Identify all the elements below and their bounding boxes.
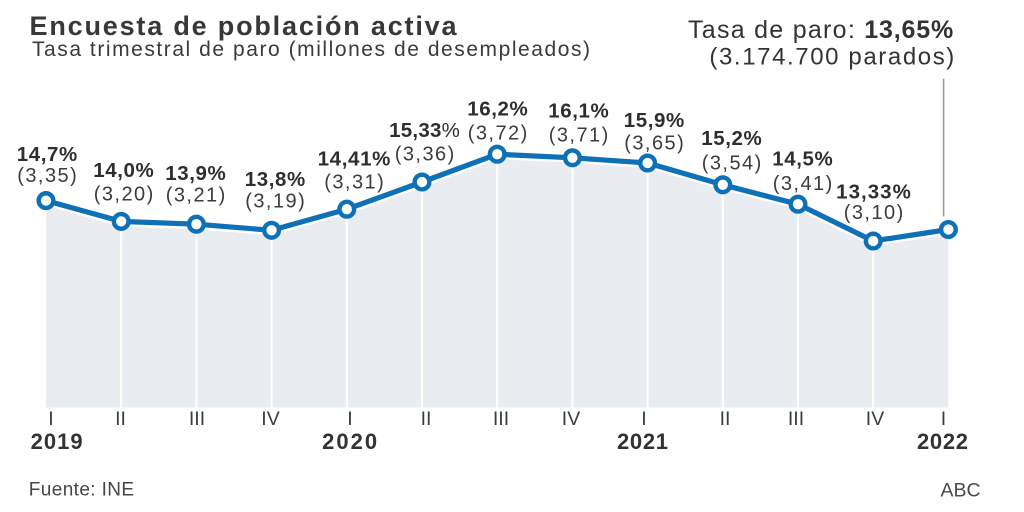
svg-text:16,2%: 16,2% [467,98,528,121]
svg-text:(3,41): (3,41) [773,173,833,195]
svg-text:14,41%: 14,41% [318,148,391,171]
svg-text:IV: IV [562,408,580,430]
svg-text:(3,20): (3,20) [94,184,154,206]
svg-text:(3,54): (3,54) [702,153,762,175]
svg-text:Encuesta de población activa: Encuesta de población activa [30,11,458,41]
svg-text:13,8%: 13,8% [245,168,306,191]
svg-text:Tasa de paro: 13,65%: Tasa de paro: 13,65% [688,16,953,44]
svg-text:13,9%: 13,9% [165,162,226,185]
svg-text:II: II [720,408,731,430]
svg-text:(3,65): (3,65) [624,132,684,154]
svg-text:(3,72): (3,72) [468,122,528,144]
svg-text:16,1%: 16,1% [548,100,609,123]
svg-text:IV: IV [866,408,884,430]
svg-text:14,5%: 14,5% [772,148,833,171]
svg-text:(3,36): (3,36) [395,144,455,166]
svg-text:(3.174.700 parados): (3.174.700 parados) [709,44,954,71]
svg-text:Tasa trimestral de paro (millo: Tasa trimestral de paro (millones de des… [32,38,590,61]
svg-text:III: III [189,408,205,430]
svg-text:(3,71): (3,71) [549,125,609,147]
svg-text:ABC: ABC [940,480,980,502]
svg-text:15,2%: 15,2% [701,127,762,150]
svg-text:14,0%: 14,0% [93,159,154,182]
svg-text:(3,35): (3,35) [17,165,77,187]
svg-text:III: III [493,408,509,430]
svg-text:13,33%: 13,33% [836,181,911,204]
svg-text:2022: 2022 [917,429,968,454]
svg-text:II: II [421,408,432,430]
svg-text:IV: IV [261,408,279,430]
svg-text:2021: 2021 [617,429,668,454]
svg-text:15,9%: 15,9% [624,109,685,132]
svg-text:14,7%: 14,7% [17,143,78,166]
svg-text:I: I [347,408,352,430]
svg-text:I: I [641,408,646,430]
svg-text:II: II [115,408,126,430]
svg-text:III: III [788,408,804,430]
svg-text:I: I [941,408,946,430]
svg-text:I: I [48,408,53,430]
svg-text:(3,31): (3,31) [324,172,384,194]
svg-text:15,33%: 15,33% [389,119,460,142]
svg-text:2019: 2019 [31,429,83,454]
svg-text:Fuente: INE: Fuente: INE [29,480,134,501]
svg-text:(3,21): (3,21) [166,185,226,207]
svg-text:(3,19): (3,19) [245,191,305,213]
svg-text:(3,10): (3,10) [844,202,904,224]
